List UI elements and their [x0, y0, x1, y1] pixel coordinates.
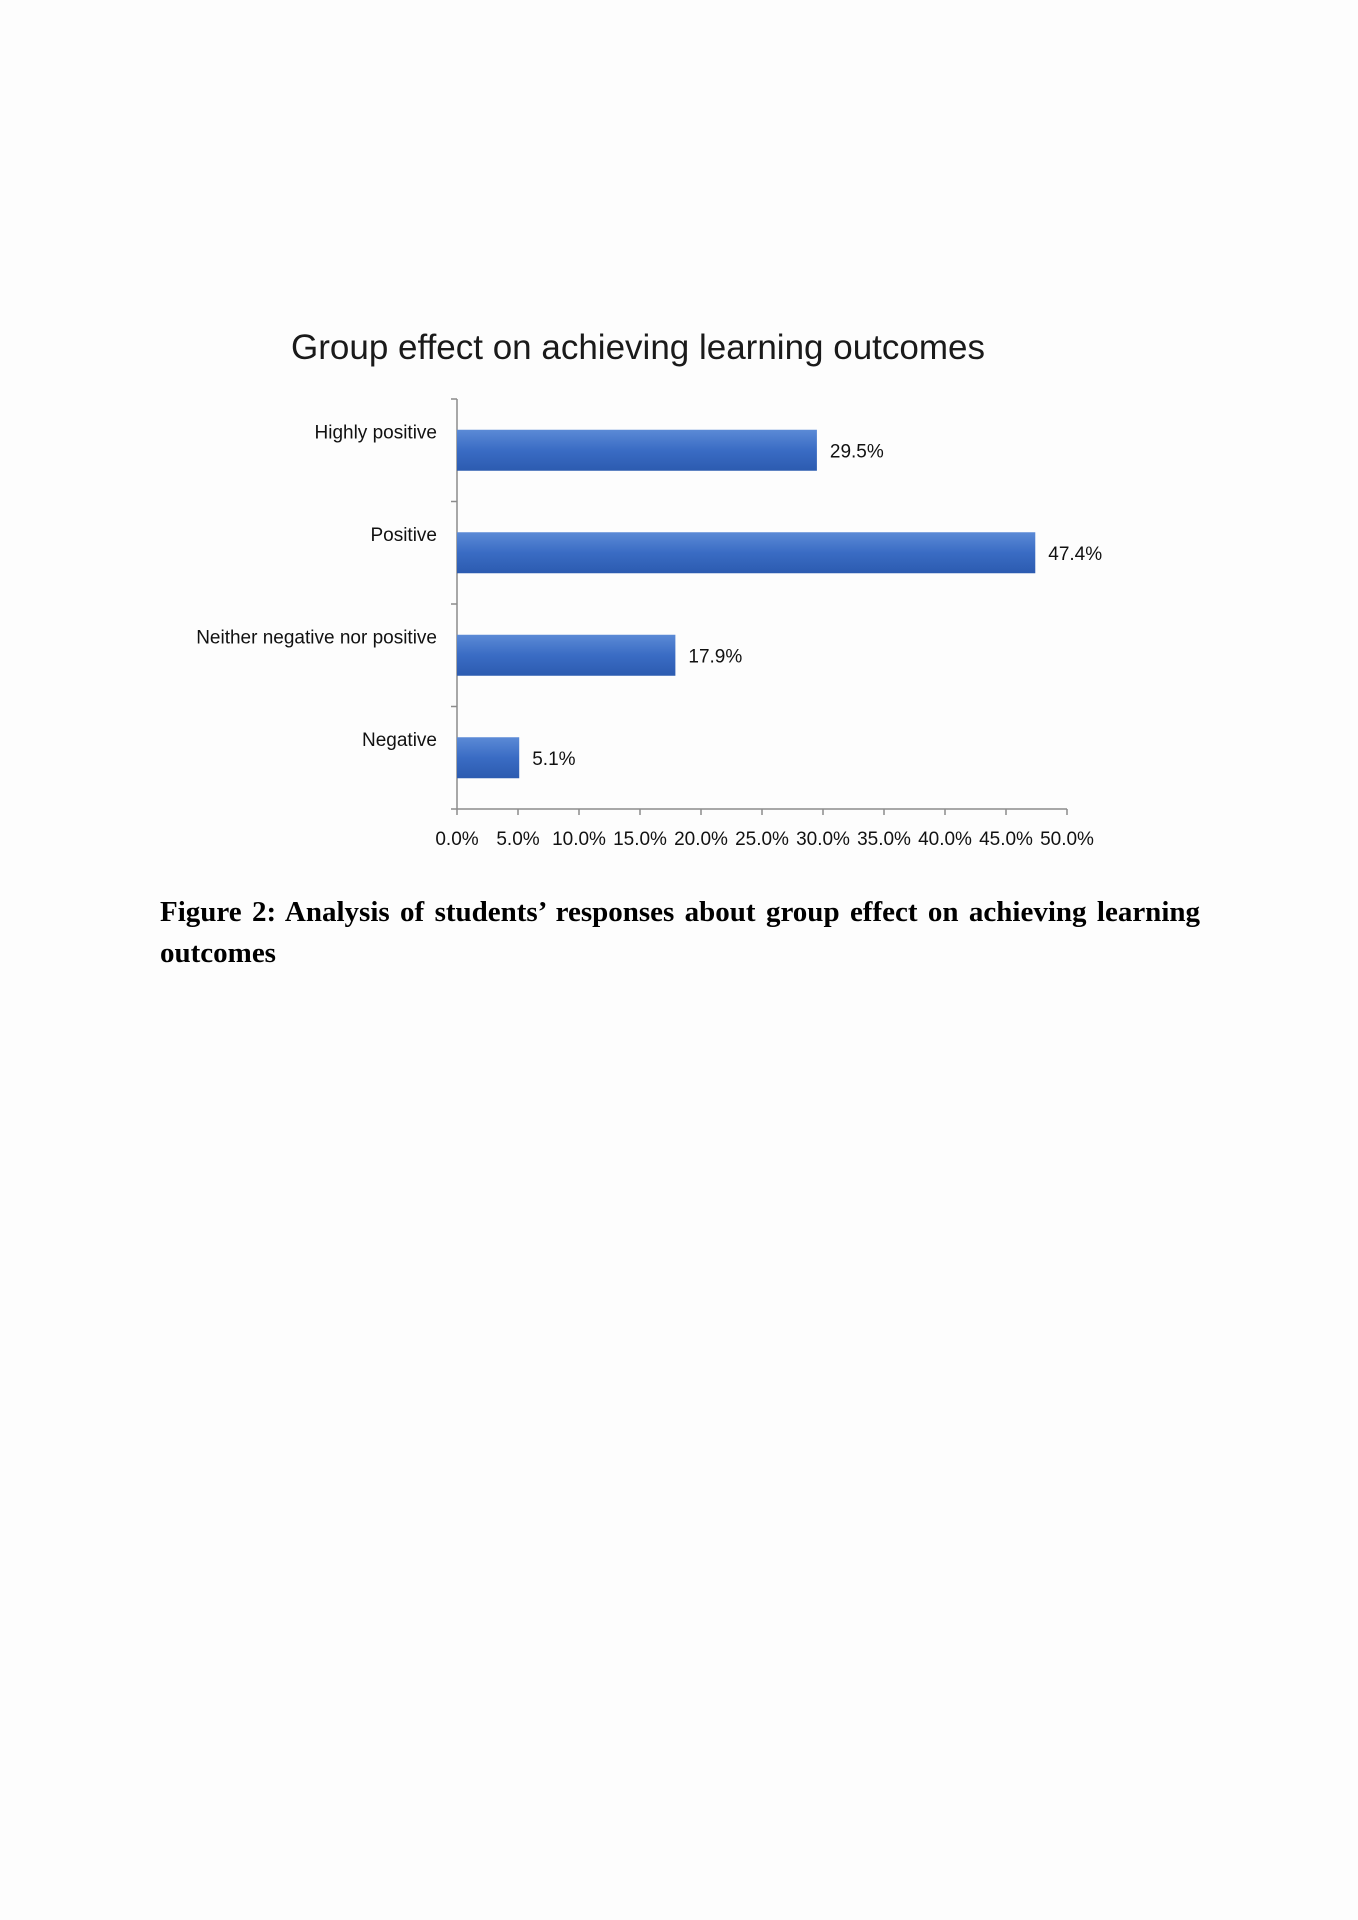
category-label: Positive [370, 525, 437, 546]
category-label: Highly positive [315, 422, 438, 443]
bar [457, 737, 520, 779]
chart-title: Group effect on achieving learning outco… [291, 328, 985, 367]
figure-caption: Figure 2: Analysis of students’ response… [160, 896, 1200, 969]
x-tick-label: 30.0% [796, 829, 850, 850]
data-label: 29.5% [830, 441, 884, 462]
x-tick-label: 40.0% [918, 829, 972, 850]
bar [457, 634, 676, 676]
bar [457, 532, 1036, 574]
bar [457, 429, 817, 471]
x-tick-label: 0.0% [435, 829, 478, 850]
category-label: Neither negative nor positive [196, 627, 437, 648]
x-tick-label: 20.0% [674, 829, 728, 850]
x-tick-label: 25.0% [735, 829, 789, 850]
category-label: Negative [362, 730, 437, 751]
data-label: 5.1% [532, 749, 575, 770]
x-tick-label: 45.0% [979, 829, 1033, 850]
x-tick-label: 15.0% [613, 829, 667, 850]
data-label: 47.4% [1048, 544, 1102, 565]
x-tick-label: 10.0% [552, 829, 606, 850]
x-tick-label: 50.0% [1040, 829, 1094, 850]
data-label: 17.9% [688, 646, 742, 667]
plot-area: 0.0% 5.0% 10.0% 15.0% 20.0% 25.0% 30.0% 35.0% 40… [196, 398, 1102, 850]
x-tick-label: 35.0% [857, 829, 911, 850]
x-tick-label: 5.0% [496, 829, 539, 850]
bar-chart: Group effect on achieving learning outco… [196, 328, 1102, 850]
